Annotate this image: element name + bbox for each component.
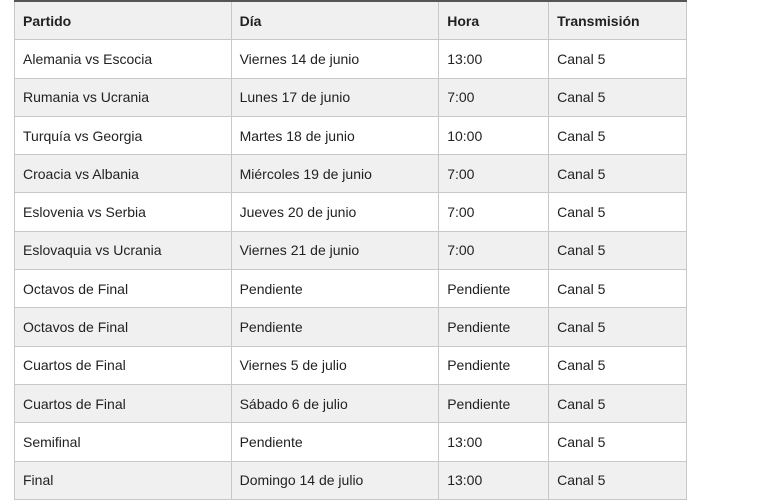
table-row: Final Domingo 14 de julio 13:00 Canal 5 — [14, 460, 687, 500]
cell-transmision: Canal 5 — [548, 39, 687, 79]
cell-partido: Alemania vs Escocia — [14, 39, 232, 79]
cell-partido: Cuartos de Final — [14, 383, 232, 424]
schedule-table: Partido Día Hora Transmisión Alemania vs… — [14, 0, 687, 500]
cell-hora: 13:00 — [438, 39, 550, 79]
cell-dia: Sábado 6 de julio — [230, 383, 440, 424]
cell-partido: Octavos de Final — [14, 269, 232, 309]
cell-hora: 7:00 — [438, 230, 550, 271]
table-row: Rumania vs Ucrania Lunes 17 de junio 7:00 C… — [14, 77, 687, 117]
cell-dia: Pendiente — [230, 269, 440, 309]
cell-partido: Final — [14, 460, 232, 500]
cell-hora: 7:00 — [438, 192, 550, 232]
cell-partido: Semifinal — [14, 422, 232, 462]
header-hora: Hora — [438, 0, 550, 41]
cell-hora: Pendiente — [438, 345, 550, 385]
cell-partido: Rumania vs Ucrania — [14, 77, 232, 117]
cell-partido: Eslovaquia vs Ucrania — [14, 230, 232, 271]
header-dia: Día — [230, 0, 440, 41]
cell-dia: Pendiente — [230, 307, 440, 347]
cell-dia: Miércoles 19 de junio — [230, 154, 440, 194]
cell-dia: Viernes 21 de junio — [230, 230, 440, 271]
table-row: Octavos de Final Pendiente Pendiente Canal … — [14, 269, 687, 309]
cell-hora: 13:00 — [438, 460, 550, 500]
table-row: Cuartos de Final Sábado 6 de julio Pendien… — [14, 383, 687, 424]
table-row: Cuartos de Final Viernes 5 de julio Pendie… — [14, 345, 687, 385]
cell-hora: Pendiente — [438, 269, 550, 309]
cell-dia: Martes 18 de junio — [230, 115, 440, 156]
table-row: Octavos de Final Pendiente Pendiente Canal … — [14, 307, 687, 347]
cell-hora: 7:00 — [438, 154, 550, 194]
cell-transmision: Canal 5 — [548, 460, 687, 500]
cell-dia: Domingo 14 de julio — [230, 460, 440, 500]
cell-transmision: Canal 5 — [548, 230, 687, 271]
cell-partido: Eslovenia vs Serbia — [14, 192, 232, 232]
cell-transmision: Canal 5 — [548, 77, 687, 117]
table-row: Alemania vs Escocia Viernes 14 de junio 13… — [14, 39, 687, 79]
table-row: Turquía vs Georgia Martes 18 de junio 10:0… — [14, 115, 687, 156]
cell-hora: 7:00 — [438, 77, 550, 117]
header-transmision: Transmisión — [548, 0, 687, 41]
cell-partido: Croacia vs Albania — [14, 154, 232, 194]
cell-transmision: Canal 5 — [548, 345, 687, 385]
cell-hora: Pendiente — [438, 383, 550, 424]
cell-transmision: Canal 5 — [548, 192, 687, 232]
table-row: Eslovenia vs Serbia Jueves 20 de junio 7:0… — [14, 192, 687, 232]
header-row: Partido Día Hora Transmisión — [14, 0, 687, 41]
cell-dia: Viernes 14 de junio — [230, 39, 440, 79]
table-row: Semifinal Pendiente 13:00 Canal 5 — [14, 422, 687, 462]
cell-transmision: Canal 5 — [548, 115, 687, 156]
cell-dia: Viernes 5 de julio — [230, 345, 440, 385]
cell-hora: 13:00 — [438, 422, 550, 462]
cell-transmision: Canal 5 — [548, 154, 687, 194]
cell-hora: 10:00 — [438, 115, 550, 156]
cell-partido: Turquía vs Georgia — [14, 115, 232, 156]
cell-transmision: Canal 5 — [548, 422, 687, 462]
cell-transmision: Canal 5 — [548, 307, 687, 347]
table-row: Croacia vs Albania Miércoles 19 de junio 7… — [14, 154, 687, 194]
cell-transmision: Canal 5 — [548, 269, 687, 309]
cell-dia: Jueves 20 de junio — [230, 192, 440, 232]
cell-partido: Octavos de Final — [14, 307, 232, 347]
header-partido: Partido — [14, 0, 232, 41]
cell-transmision: Canal 5 — [548, 383, 687, 424]
cell-hora: Pendiente — [438, 307, 550, 347]
cell-partido: Cuartos de Final — [14, 345, 232, 385]
cell-dia: Lunes 17 de junio — [230, 77, 440, 117]
table-row: Eslovaquia vs Ucrania Viernes 21 de junio… — [14, 230, 687, 271]
cell-dia: Pendiente — [230, 422, 440, 462]
